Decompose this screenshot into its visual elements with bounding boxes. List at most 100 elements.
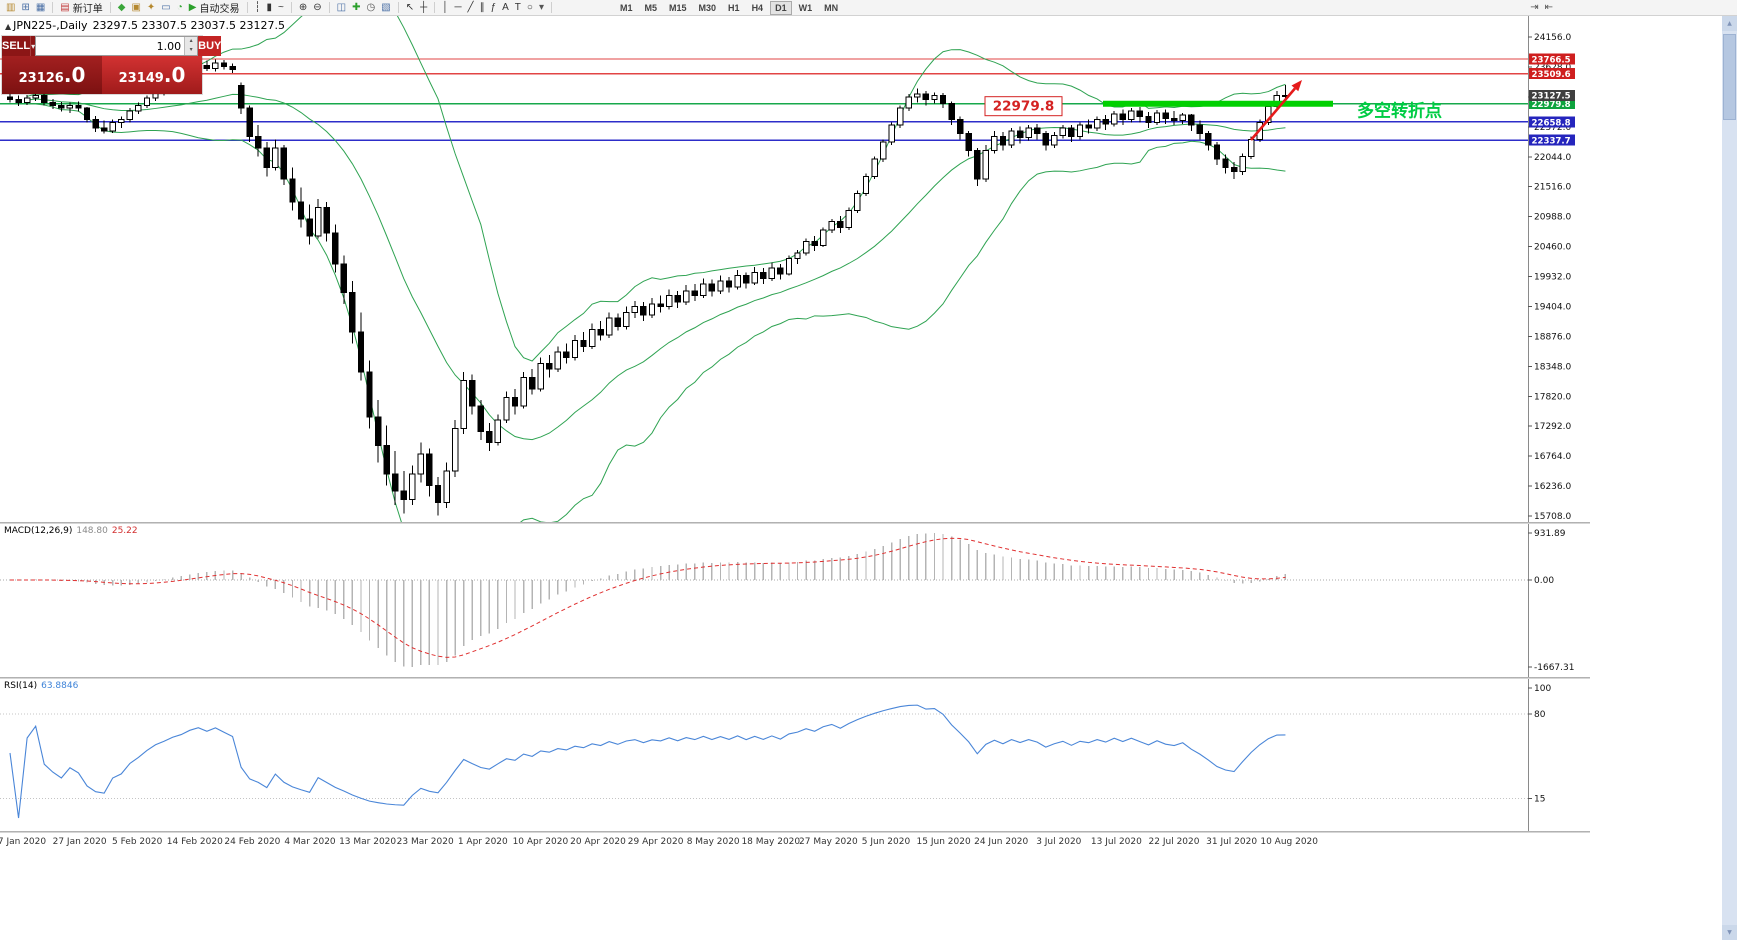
rsi-chart[interactable]: 100 80 15	[0, 679, 1590, 831]
buy-button[interactable]: BUY	[198, 36, 222, 56]
candle-body	[1222, 158, 1229, 169]
vertical-line-icon[interactable]: │	[439, 1, 451, 15]
x-axis-label: 29 Apr 2020	[627, 837, 684, 847]
y-axis-label: 20460.0	[1534, 243, 1571, 253]
panel-splitter[interactable]	[0, 831, 1590, 833]
autotrade-button[interactable]: ▶ 自动交易	[186, 1, 243, 15]
text-icon: A	[502, 2, 509, 13]
profiles-icon: ▦	[35, 2, 46, 13]
price-axis-marker	[1529, 53, 1575, 65]
sell-button[interactable]: SELL	[2, 36, 31, 56]
scrollbar-thumb[interactable]	[1723, 34, 1736, 120]
y-axis-label: 16764.0	[1534, 452, 1571, 462]
timeframe-m5[interactable]: M5	[640, 1, 663, 15]
panel-splitter[interactable]	[0, 677, 1590, 679]
price-axis-marker-text: 22658.8	[1532, 118, 1571, 128]
x-axis-label: 4 Mar 2020	[284, 837, 336, 847]
x-axis-label: 5 Feb 2020	[112, 837, 163, 847]
indicators-icon[interactable]: ✚	[349, 1, 363, 15]
candle-body	[23, 97, 31, 104]
chart-ohlc-values: 23297.5 23307.5 23037.5 23127.5	[92, 19, 286, 32]
shapes-icon[interactable]: ○	[524, 1, 536, 15]
candle-body	[434, 484, 442, 503]
candle-body	[648, 303, 656, 316]
price-axis-marker	[1529, 89, 1575, 101]
candle-body	[1136, 110, 1144, 118]
toolbar-separator	[550, 2, 552, 13]
timeframe-m30[interactable]: M30	[694, 1, 722, 15]
timeframe-mn[interactable]: MN	[819, 1, 843, 15]
bar-chart-icon[interactable]: ┆	[252, 1, 264, 15]
candle-chart-icon[interactable]: ▮	[264, 1, 276, 15]
time-axis[interactable]: 7 Jan 2020 27 Jan 2020 5 Feb 2020 14 Feb 20…	[0, 833, 1590, 850]
macd-chart[interactable]: 931.89 0.00 -1667.31	[0, 524, 1590, 677]
navigator-icon[interactable]: ✦	[144, 1, 158, 15]
auto-scroll-icon[interactable]: ⇤	[1542, 1, 1556, 15]
templates-icon[interactable]: ▧	[378, 1, 393, 15]
fibonacci-icon[interactable]: ƒ	[488, 1, 500, 15]
candle-body	[571, 340, 579, 359]
trend-arrow[interactable]	[1250, 87, 1296, 141]
timeframe-d1[interactable]: D1	[770, 0, 792, 15]
zoom-in-icon[interactable]: ⊕	[296, 1, 310, 15]
price-chart[interactable]: 24156.023628.023100.022572.022044.021516…	[0, 16, 1590, 522]
main-chart-panel[interactable]: 24156.023628.023100.022572.022044.021516…	[0, 16, 1590, 522]
cursor-icon[interactable]: ↖	[403, 1, 417, 15]
candle-body	[1093, 119, 1101, 129]
candle-body	[1239, 155, 1246, 173]
shapes-dropdown-icon[interactable]: ▾	[536, 1, 547, 15]
panel-splitter[interactable]	[0, 522, 1590, 524]
charts-window-icon[interactable]: ▥	[3, 1, 18, 15]
volume-down-icon[interactable]: ▾	[189, 46, 193, 53]
candle-body	[297, 201, 305, 220]
line-chart-icon[interactable]: ~	[275, 1, 287, 15]
candle-body	[1213, 144, 1221, 160]
tile-windows-icon[interactable]: ◫	[334, 1, 349, 15]
auto-scroll-icon: ⇤	[1544, 2, 1553, 13]
toolbar-right-group: ⇥ ⇤	[1527, 0, 1556, 16]
candle-body	[1248, 138, 1255, 157]
scrollbar-up-icon[interactable]: ▲	[1722, 16, 1737, 31]
label-icon[interactable]: T	[512, 1, 524, 15]
one-click-expander-icon[interactable]: ▲	[5, 22, 12, 31]
x-axis-label: 27 Jan 2020	[52, 837, 107, 847]
trendline-icon[interactable]: ╱	[465, 1, 477, 15]
timeframe-h1[interactable]: H1	[723, 1, 745, 15]
vertical-scrollbar[interactable]: ▲ ▼	[1722, 16, 1737, 940]
channel-icon[interactable]: ∥	[477, 1, 488, 15]
strategy-tester-icon[interactable]: ◔	[174, 1, 186, 15]
new-chart-icon: ⊞	[21, 2, 30, 13]
new-chart-icon[interactable]: ⊞	[18, 1, 32, 15]
macd-panel[interactable]: 931.89 0.00 -1667.31 MACD(12,26,9) 148.80 25…	[0, 524, 1590, 677]
zoom-out-icon[interactable]: ⊖	[310, 1, 324, 15]
rsi-name: RSI(14)	[4, 681, 38, 691]
buy-price-display[interactable]: 23149.0	[102, 56, 202, 94]
timeframe-m15[interactable]: M15	[664, 1, 692, 15]
periods-icon[interactable]: ◷	[364, 1, 379, 15]
candle-body	[237, 85, 245, 109]
candle-body	[991, 136, 998, 152]
market-watch-icon[interactable]: ◆	[115, 1, 129, 15]
candle-body	[683, 290, 690, 303]
candle-body	[451, 428, 459, 472]
timeframe-m1[interactable]: M1	[615, 1, 638, 15]
timeframe-h4[interactable]: H4	[747, 1, 769, 15]
terminal-icon[interactable]: ▭	[158, 1, 173, 15]
toolbar-separator	[246, 2, 248, 13]
data-window-icon[interactable]: ▣	[128, 1, 143, 15]
text-icon[interactable]: A	[499, 1, 512, 15]
volume-up-icon[interactable]: ▴	[189, 37, 193, 44]
scrollbar-down-icon[interactable]: ▼	[1722, 925, 1737, 940]
horizontal-line-icon[interactable]: ─	[451, 1, 464, 15]
timeframe-w1[interactable]: W1	[794, 1, 818, 15]
profiles-icon[interactable]: ▦	[33, 1, 48, 15]
new-order-button[interactable]: ▤ 新订单	[57, 1, 105, 15]
chart-shift-icon[interactable]: ⇥	[1527, 1, 1541, 15]
rsi-panel[interactable]: 100 80 15 RSI(14) 63.8846	[0, 679, 1590, 831]
volume-dropdown-icon[interactable]: ▾	[30, 36, 36, 56]
volume-input[interactable]	[36, 37, 185, 55]
bollinger-band	[27, 93, 1286, 441]
sell-price-display[interactable]: 23126.0	[2, 56, 102, 94]
crosshair-icon[interactable]: ┼	[417, 1, 430, 15]
price-callout-box[interactable]	[984, 96, 1063, 117]
